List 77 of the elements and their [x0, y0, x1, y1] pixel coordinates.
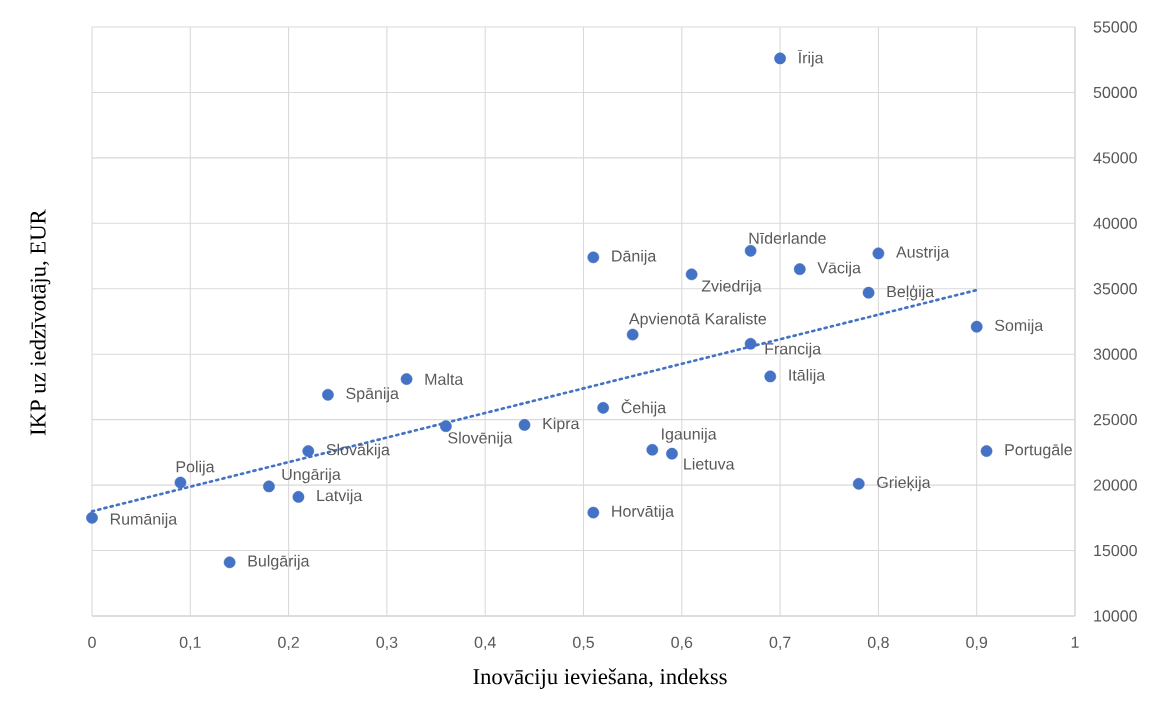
annotation: Čehija: [621, 399, 667, 417]
annotation: Portugāle: [1005, 443, 1072, 459]
point: [322, 388, 334, 401]
point: [292, 491, 305, 503]
point: [666, 447, 678, 460]
point: [774, 52, 786, 65]
x-tick-label: 0,7: [769, 636, 791, 650]
annotation: Slovākija: [326, 443, 390, 459]
annotation: Itālija: [789, 369, 826, 384]
annotation: Polija: [176, 460, 215, 476]
x-tick-label: 0: [88, 636, 96, 649]
point: [862, 286, 875, 299]
annotation: Ungārija: [282, 468, 341, 484]
point: [744, 337, 757, 350]
x-tick-label: 0,9: [966, 636, 988, 650]
y-tick-label: 20000: [1093, 479, 1137, 491]
annotation: Kipra: [543, 417, 580, 433]
annotation: Latvija: [317, 489, 363, 505]
point: [793, 263, 806, 275]
annotation: Bulgārija: [248, 554, 310, 570]
x-tick-label: 0,6: [671, 636, 693, 650]
y-tick-label: 15000: [1094, 544, 1137, 557]
y-tick-label: 40000: [1093, 217, 1137, 229]
annotation: Grieķija: [877, 476, 931, 492]
annotation: Nīderlande: [749, 232, 826, 244]
x-tick-label: 0,8: [867, 636, 889, 650]
x-tick-label: 0,1: [179, 636, 201, 650]
annotation: Igaunija: [662, 427, 717, 443]
point: [518, 419, 531, 431]
point: [872, 247, 885, 260]
annotation: Slovēnija: [448, 431, 513, 447]
annotation: Somija: [995, 319, 1044, 335]
x-tick-label: 0,2: [278, 636, 299, 650]
point: [86, 511, 98, 524]
y-tick-label: 30000: [1093, 348, 1137, 360]
point: [626, 328, 639, 341]
y-tick-label: 35000: [1093, 283, 1137, 295]
annotation: Lietuva: [684, 457, 735, 470]
point: [764, 370, 777, 383]
y-axis-title: IKP uz iedzīvotāju, EUR: [29, 209, 51, 436]
point: [587, 251, 600, 264]
point: [744, 244, 757, 257]
x-tick-label: 1: [1071, 636, 1079, 648]
y-tick-label: 10000: [1094, 610, 1137, 622]
point: [587, 506, 600, 519]
x-axis-title: Inovāciju ieviešana, indekss: [473, 668, 727, 689]
point: [263, 480, 275, 493]
x-tick-label: 0,5: [573, 636, 594, 650]
point: [302, 445, 315, 457]
annotation: Rumānija: [110, 513, 178, 528]
x-tick-label: 0,3: [376, 636, 398, 650]
annotation: Dānija: [612, 249, 657, 265]
annotation: Beļģija: [887, 284, 935, 301]
annotation: Vācija: [817, 261, 861, 277]
annotation: Spānija: [346, 387, 399, 403]
annotation: Īrija: [797, 50, 824, 67]
point: [223, 556, 236, 569]
y-tick-label: 25000: [1093, 413, 1137, 426]
annotation: Malta: [425, 373, 464, 385]
point: [174, 476, 187, 489]
y-tick-label: 55000: [1093, 21, 1137, 33]
annotation: Austrija: [896, 245, 950, 261]
y-tick-label: 45000: [1093, 152, 1137, 164]
point: [440, 420, 452, 433]
y-tick-label: 50000: [1093, 86, 1137, 99]
annotation: Zviedrija: [701, 279, 762, 295]
point: [980, 445, 993, 457]
point: [646, 443, 659, 456]
point: [400, 373, 413, 385]
annotation: Horvātija: [612, 505, 675, 521]
annotation: Francija: [765, 342, 822, 358]
point: [685, 268, 698, 281]
point: [597, 402, 610, 414]
point: [970, 320, 983, 333]
annotation: Apvienotā Karaliste: [628, 312, 767, 328]
x-tick-label: 0,4: [474, 636, 496, 650]
point: [852, 477, 865, 490]
